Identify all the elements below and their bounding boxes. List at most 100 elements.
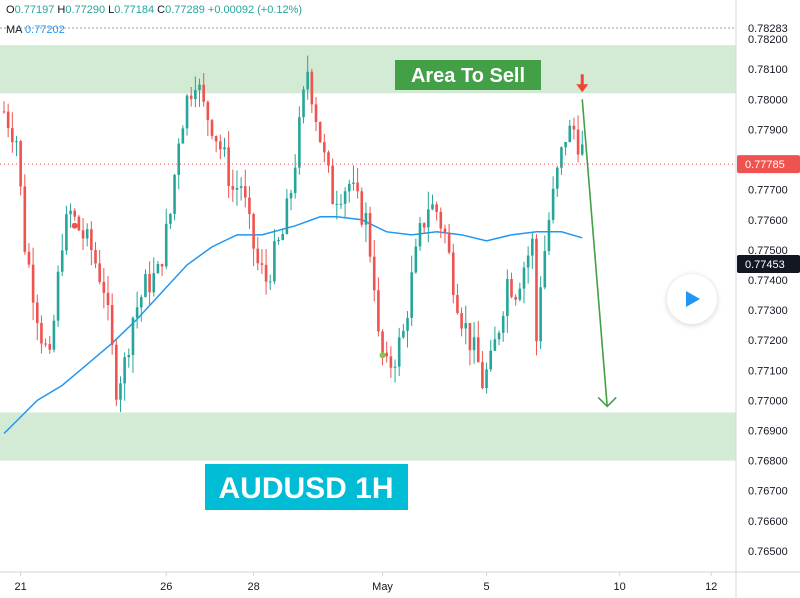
- candle-body: [56, 271, 60, 321]
- close-value: 0.77289: [165, 4, 205, 16]
- candle-body: [339, 203, 343, 205]
- candle-body: [144, 274, 147, 297]
- candle-body: [152, 273, 156, 293]
- time-tick-label: 10: [614, 581, 626, 593]
- time-axis[interactable]: 21 26 28 May 5 10 12: [15, 572, 718, 593]
- candle-body: [252, 214, 255, 249]
- candle-body: [506, 278, 509, 316]
- candle-body: [198, 84, 201, 91]
- candle-body: [6, 111, 10, 129]
- candle-body: [327, 152, 330, 166]
- candle-body: [110, 305, 114, 345]
- price-tick-label: 0.77400: [748, 275, 788, 287]
- candle-body: [410, 272, 413, 318]
- candle-body: [406, 317, 409, 331]
- candle-body: [381, 331, 384, 353]
- candle-body: [285, 198, 289, 234]
- candle-body: [160, 264, 164, 267]
- candle-body: [385, 352, 389, 357]
- open-value: 0.77197: [14, 4, 55, 16]
- candle-body: [139, 296, 143, 308]
- price-tick-label: 0.77100: [748, 365, 788, 377]
- candle-body: [135, 307, 139, 318]
- sell-area-label-bg: [395, 60, 541, 90]
- candle-body: [422, 223, 426, 228]
- candle-body: [572, 125, 576, 130]
- candle-body: [555, 167, 559, 189]
- candle-body: [273, 241, 276, 282]
- candle-body: [148, 274, 151, 293]
- candle-body: [526, 255, 530, 268]
- candle-body: [243, 186, 247, 198]
- event-marker: [71, 222, 78, 229]
- candle-body: [318, 121, 322, 143]
- ma-legend[interactable]: MA 0.77202: [6, 24, 65, 36]
- candle-body: [164, 223, 168, 267]
- projection-line: [581, 99, 608, 407]
- play-button[interactable]: [667, 274, 717, 324]
- candle-body: [206, 101, 210, 121]
- candle-body: [393, 366, 397, 368]
- candle-body: [181, 128, 185, 144]
- candle-body: [377, 290, 380, 332]
- candle-body: [40, 323, 43, 344]
- price-tick-label: 0.78200: [748, 34, 788, 46]
- projection-arrow: [581, 99, 617, 408]
- candle-body: [156, 264, 160, 274]
- candle-body: [177, 143, 181, 175]
- candle-body: [11, 128, 14, 143]
- candle-body: [27, 251, 31, 265]
- candle-body: [115, 344, 118, 400]
- candle-body: [94, 250, 97, 264]
- candle-body: [69, 210, 72, 215]
- candle-body: [427, 209, 430, 228]
- current-price-tag: [737, 155, 800, 174]
- price-tags: 0.77785 0.77453: [737, 155, 800, 274]
- candle-body: [277, 240, 280, 242]
- candle-body: [202, 84, 205, 102]
- candle-body: [260, 263, 264, 265]
- candle-body: [239, 186, 243, 188]
- candle-body: [539, 287, 542, 342]
- candle-body: [119, 383, 122, 400]
- candle-body: [90, 229, 93, 251]
- candle-body: [476, 337, 480, 363]
- candle-body: [323, 142, 326, 153]
- candle-body: [347, 183, 351, 192]
- candle-body: [551, 188, 555, 220]
- time-tick-label: May: [372, 581, 393, 593]
- price-tick-label: 0.77900: [748, 124, 788, 136]
- candle-body: [501, 315, 505, 333]
- candle-body: [352, 182, 355, 184]
- candle-body: [81, 230, 85, 239]
- candle-body: [464, 323, 468, 329]
- time-tick-label: 5: [483, 581, 489, 593]
- candle-body: [460, 312, 463, 329]
- candle-body: [510, 278, 513, 297]
- price-tick-label: 0.76500: [748, 546, 788, 558]
- candle-body: [231, 186, 235, 190]
- crosshair-price-tag: [737, 255, 800, 274]
- current-price-tag-label: 0.77785: [745, 159, 785, 171]
- time-tick-label: 21: [15, 581, 27, 593]
- candle-body: [60, 250, 64, 272]
- candle-body: [293, 167, 297, 194]
- candle-body: [418, 223, 422, 247]
- candle-body: [123, 357, 126, 384]
- high-label: H: [57, 4, 66, 16]
- time-tick-label: 26: [160, 581, 172, 593]
- candle-body: [214, 135, 218, 142]
- candle-body: [485, 369, 488, 389]
- candle-body: [98, 263, 101, 282]
- symbol-label-bg: [205, 464, 408, 510]
- ma-line: [3, 216, 583, 435]
- price-axis[interactable]: 0.782000.781000.780000.779000.778000.777…: [748, 23, 788, 558]
- candle-body: [472, 337, 476, 351]
- candle-body: [580, 144, 584, 155]
- candle-body: [23, 186, 27, 252]
- ma-value: 0.77202: [24, 24, 65, 36]
- candle-body: [131, 317, 135, 356]
- time-tick-label: 12: [705, 581, 717, 593]
- candle-body: [335, 203, 339, 205]
